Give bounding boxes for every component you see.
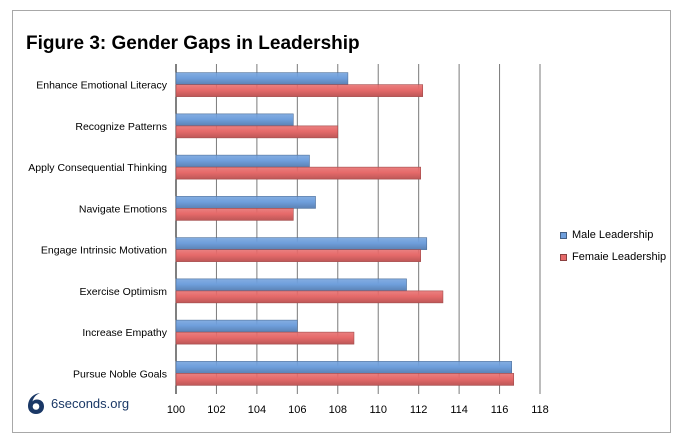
x-tick-label-114: 114 xyxy=(450,404,468,416)
legend-item-female: Femaie Leadership xyxy=(560,248,666,266)
bar-female-6 xyxy=(175,331,355,345)
bar-male-1 xyxy=(175,113,294,127)
x-tick-label-118: 118 xyxy=(531,404,549,416)
category-label-5: Exercise Optimism xyxy=(79,286,167,298)
bar-female-1 xyxy=(175,125,339,139)
x-tick-label-104: 104 xyxy=(248,404,266,416)
category-label-1: Recognize Patterns xyxy=(75,121,167,133)
bar-male-4 xyxy=(175,237,428,250)
bar-female-3 xyxy=(175,208,294,221)
legend-label-female: Femaie Leadership xyxy=(572,251,667,263)
bar-male-5 xyxy=(175,278,407,292)
bar-male-6 xyxy=(175,319,298,333)
brand-logo: 6seconds.org xyxy=(26,391,129,415)
category-label-4: Engage Intrinsic Motivation xyxy=(41,245,167,257)
x-tick-label-102: 102 xyxy=(207,404,225,416)
bar-female-2 xyxy=(175,166,421,180)
category-label-0: Enhance Emotional Literacy xyxy=(36,80,167,92)
chart-title: Figure 3: Gender Gaps in Leadership xyxy=(26,33,360,54)
x-tick-label-112: 112 xyxy=(410,404,428,416)
bar-female-4 xyxy=(175,249,421,262)
legend-swatch-female xyxy=(560,253,567,261)
legend-swatch-male xyxy=(560,231,567,239)
chart-legend: Male Leadership Femaie Leadership xyxy=(560,226,666,270)
x-tick-label-108: 108 xyxy=(329,404,347,416)
bar-male-3 xyxy=(175,196,316,209)
bar-male-7 xyxy=(175,361,512,374)
category-label-7: Pursue Noble Goals xyxy=(73,368,167,380)
legend-label-male: Male Leadership xyxy=(572,229,654,241)
category-label-2: Apply Consequential Thinking xyxy=(28,162,167,174)
brand-name: 6seconds.org xyxy=(51,395,130,411)
bar-female-7 xyxy=(175,373,515,386)
six-logo-icon xyxy=(28,393,44,414)
bar-female-5 xyxy=(175,290,444,304)
bar-male-2 xyxy=(175,154,310,168)
category-label-6: Increase Empathy xyxy=(82,327,167,339)
legend-item-male: Male Leadership xyxy=(560,226,666,244)
x-tick-label-100: 100 xyxy=(167,404,185,416)
x-tick-label-110: 110 xyxy=(369,404,387,416)
category-label-3: Navigate Emotions xyxy=(79,203,167,215)
x-tick-label-116: 116 xyxy=(491,404,509,416)
bar-female-0 xyxy=(175,84,424,97)
x-tick-label-106: 106 xyxy=(288,404,306,416)
bar-male-0 xyxy=(175,72,349,85)
